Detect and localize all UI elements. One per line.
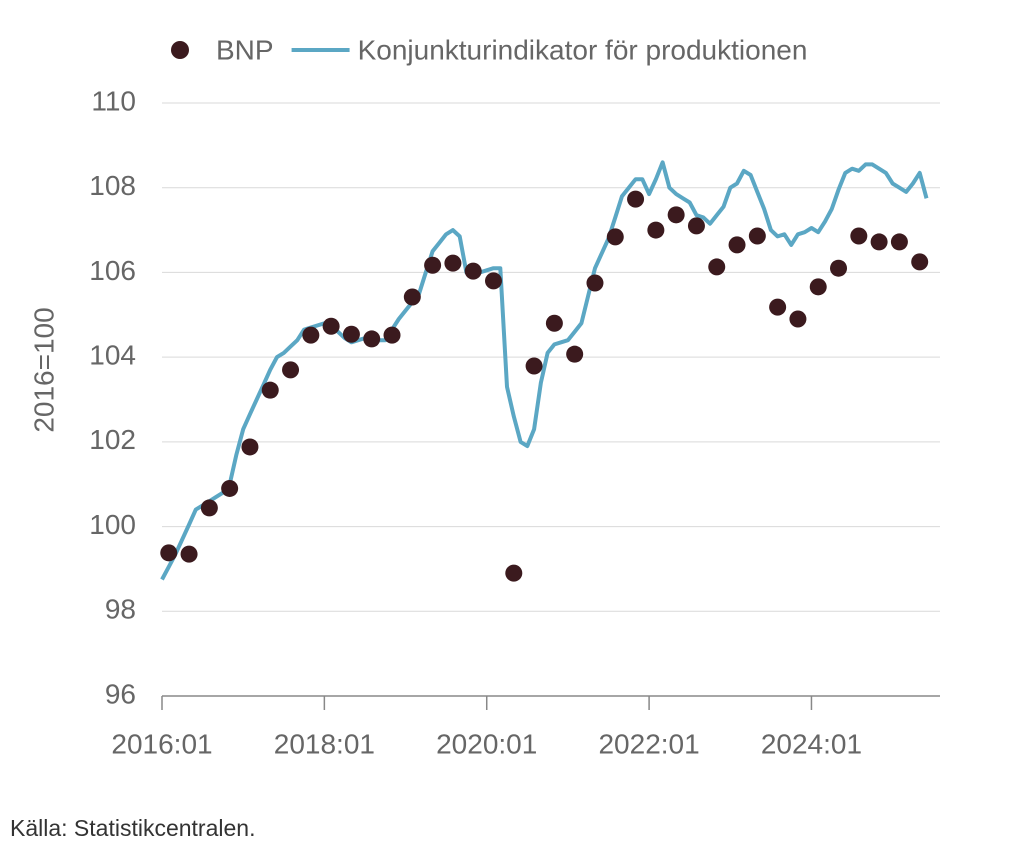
bnp-dot <box>261 381 279 399</box>
bnp-dot <box>444 254 462 272</box>
legend-marker <box>171 41 189 59</box>
bnp-dot <box>890 233 908 251</box>
bnp-dot <box>505 564 523 582</box>
y-tick-label: 96 <box>105 678 136 709</box>
y-tick-label: 106 <box>89 255 136 286</box>
bnp-dot <box>606 228 624 246</box>
bnp-dot <box>870 233 888 251</box>
bnp-dot <box>687 217 705 235</box>
bnp-dot <box>241 438 259 456</box>
x-tick-label: 2022:01 <box>598 728 699 759</box>
bnp-dot <box>789 310 807 328</box>
bnp-dot <box>850 227 868 245</box>
x-tick-label: 2018:01 <box>274 728 375 759</box>
bnp-dot <box>566 345 584 363</box>
bnp-dot <box>221 479 239 497</box>
bnp-dot <box>728 236 746 254</box>
x-tick-label: 2024:01 <box>761 728 862 759</box>
bnp-dot <box>180 545 198 563</box>
bnp-dot <box>342 325 360 343</box>
bnp-dot <box>403 288 421 306</box>
legend-label: Konjunkturindikator för produktionen <box>358 34 808 65</box>
indicator-line <box>160 160 929 581</box>
bnp-dot <box>647 221 665 239</box>
bnp-dot <box>748 227 766 245</box>
y-axis-title: 2016=100 <box>28 307 59 432</box>
bnp-dot <box>627 190 645 208</box>
bnp-dot <box>464 262 482 280</box>
bnp-dot <box>525 357 543 375</box>
bnp-dot <box>383 326 401 344</box>
bnp-dot <box>545 314 563 332</box>
bnp-dot <box>302 326 320 344</box>
y-tick-label: 102 <box>89 424 136 455</box>
bnp-dot <box>809 278 827 296</box>
bnp-dot <box>667 206 685 224</box>
bnp-dot <box>200 499 218 517</box>
bnp-dot <box>160 544 178 562</box>
bnp-dot <box>769 298 787 316</box>
source: Källa: Statistikcentralen. <box>10 815 255 841</box>
y-tick-label: 98 <box>105 594 136 625</box>
bnp-dot <box>586 274 604 292</box>
bnp-dot <box>708 258 726 276</box>
bnp-dot <box>830 259 848 277</box>
bnp-dot <box>911 253 929 271</box>
legend-label: BNP <box>216 34 274 65</box>
bnp-dot <box>363 330 381 348</box>
y-tick-label: 100 <box>89 509 136 540</box>
bnp-dot <box>322 317 340 335</box>
bnp-dot <box>424 256 442 274</box>
y-tick-label: 110 <box>91 85 136 116</box>
y-tick-label: 108 <box>89 170 136 201</box>
bnp-dot <box>282 361 300 379</box>
x-tick-label: 2020:01 <box>436 728 537 759</box>
bnp-dot <box>484 272 502 290</box>
y-tick-label: 104 <box>89 340 136 371</box>
x-tick-label: 2016:01 <box>111 728 212 759</box>
